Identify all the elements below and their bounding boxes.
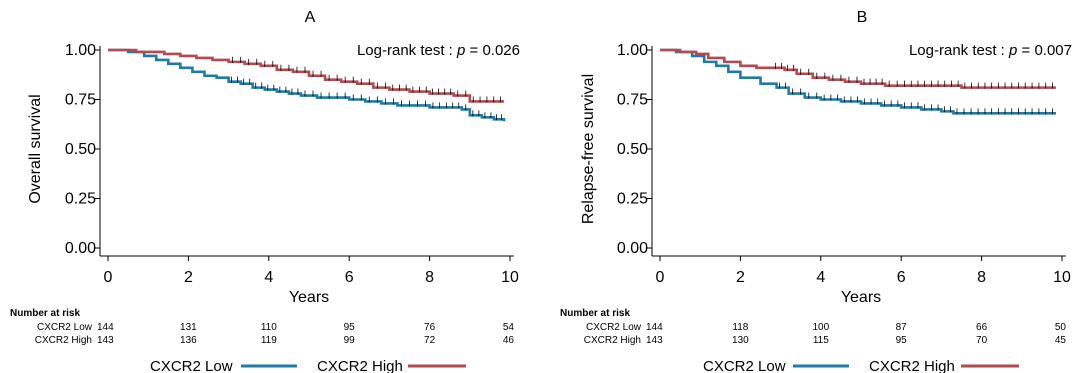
annotation-suffix: = 0.026 [465,42,520,59]
y-tick-label: 1.00 [617,42,648,59]
x-tick-label: 2 [736,269,745,286]
risk-value: 72 [424,335,436,346]
risk-value: 95 [896,335,908,346]
x-tick-label: 0 [656,269,665,286]
km-panel-a: A Log-rank test : p = 0.026 0.00 0.25 0.50 0.… [10,9,520,373]
x-axis-title: Years [841,289,881,306]
risk-value: 118 [732,322,748,333]
panel-label: B [857,9,868,26]
legend-label-cxcr2-low: CXCR2 Low [703,358,786,373]
y-tick-label: 0.50 [617,141,648,158]
risk-value: 136 [180,335,197,346]
risk-value: 143 [97,335,114,346]
x-axis-title: Years [289,289,329,306]
x-tick-label: 4 [816,269,825,286]
risk-value: 95 [344,322,356,333]
y-tick-label: 0.25 [65,191,96,208]
risk-value: 110 [261,322,277,333]
risk-value: 99 [344,335,356,346]
y-axis-title: Relapse-free survival [580,74,597,224]
y-tick-label: 0.25 [617,191,648,208]
annotation-suffix: = 0.007 [1017,42,1072,59]
risk-value: 130 [732,335,749,346]
censor-marks-cxcr2-low [779,82,1053,115]
y-tick-label: 0.00 [617,240,648,257]
risk-value: 54 [503,322,515,333]
x-tick-label: 2 [184,269,193,286]
risk-value: 50 [1055,322,1067,333]
y-tick-label: 1.00 [65,42,96,59]
censor-marks-cxcr2-high [232,56,501,103]
survival-curve-cxcr2-high [660,48,1056,89]
risk-row-label: CXCR2 Low [37,322,93,333]
risk-value: 70 [976,335,988,346]
risk-value: 87 [896,322,908,333]
annotation-prefix: Log-rank test : [909,42,1009,59]
annotation-prefix: Log-rank test : [357,42,457,59]
risk-value: 144 [97,322,114,333]
risk-row-label: CXCR2 High [584,335,641,346]
x-tick-label: 10 [1053,269,1071,286]
legend-label-cxcr2-high: CXCR2 High [869,358,955,373]
risk-value: 131 [180,322,197,333]
risk-value: 66 [976,322,988,333]
legend-label-cxcr2-low: CXCR2 Low [150,358,233,373]
y-tick-label: 0.50 [65,141,96,158]
x-tick-label: 8 [977,269,986,286]
km-panel-b: B Log-rank test : p = 0.007 0.00 0.25 0.50 0.… [560,9,1072,373]
risk-table-title: Number at risk [560,308,630,319]
risk-value: 143 [646,335,663,346]
censor-marks-cxcr2-high [775,62,1053,89]
log-rank-annotation: Log-rank test : p = 0.026 [357,42,520,59]
y-axis-title: Overall survival [27,94,44,203]
risk-row-label: CXCR2 High [35,335,92,346]
risk-table-title: Number at risk [10,308,80,319]
y-tick-label: 0.75 [65,92,96,109]
survival-curve-cxcr2-high [108,48,504,103]
x-tick-label: 0 [104,269,113,286]
risk-value: 76 [424,322,436,333]
legend-label-cxcr2-high: CXCR2 High [317,358,403,373]
survival-curve-cxcr2-low [108,48,506,122]
x-tick-label: 4 [264,269,273,286]
y-tick-label: 0.00 [65,240,96,257]
x-tick-label: 6 [897,269,906,286]
x-tick-label: 6 [345,269,354,286]
y-tick-label: 0.75 [617,92,648,109]
censor-marks-cxcr2-low [231,76,502,121]
x-tick-label: 10 [501,269,519,286]
risk-value: 45 [1055,335,1067,346]
risk-value: 100 [812,322,829,333]
risk-value: 144 [646,322,663,333]
risk-value: 115 [813,335,829,346]
log-rank-annotation: Log-rank test : p = 0.007 [909,42,1072,59]
annotation-p: p [456,42,465,59]
risk-value: 46 [503,335,515,346]
x-tick-label: 8 [425,269,434,286]
annotation-p: p [1008,42,1017,59]
panel-label: A [305,9,316,26]
risk-value: 119 [261,335,277,346]
risk-row-label: CXCR2 Low [586,322,642,333]
